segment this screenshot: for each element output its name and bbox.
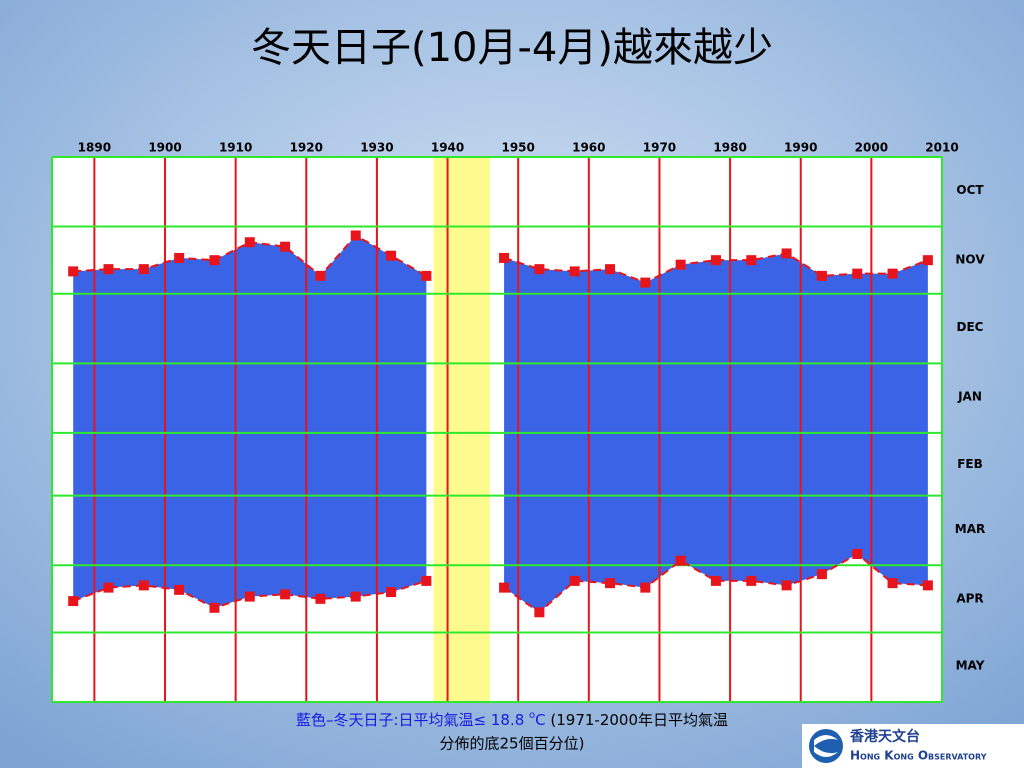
series-marker	[499, 582, 510, 593]
x-tick-label: 1980	[713, 141, 746, 155]
series-marker	[209, 602, 220, 613]
series-marker	[138, 264, 149, 275]
y-tick-label: MAY	[956, 659, 985, 673]
series-marker	[605, 264, 616, 275]
chart-title: 冬天日子(10月-4月)越來越少	[251, 25, 773, 71]
caption-line-2: 分佈的底25個百分位)	[440, 735, 585, 753]
highlight-band	[433, 157, 490, 702]
series-marker	[103, 264, 114, 275]
series-marker	[710, 575, 721, 586]
series-marker	[816, 569, 827, 580]
series-marker	[746, 255, 757, 266]
series-marker	[887, 578, 898, 589]
series-marker	[640, 582, 651, 593]
y-tick-label: OCT	[956, 183, 984, 197]
series-marker	[280, 241, 291, 252]
series-marker	[852, 548, 863, 559]
series-marker	[922, 580, 933, 591]
caption-part: o	[529, 710, 535, 721]
series-marker	[534, 607, 545, 618]
x-tick-label: 1970	[643, 141, 676, 155]
series-marker	[280, 589, 291, 600]
series-marker	[174, 584, 185, 595]
series-marker	[174, 252, 185, 263]
series-marker	[244, 237, 255, 248]
logo-swirl	[814, 735, 838, 757]
winter-area	[73, 235, 427, 608]
series-marker	[781, 580, 792, 591]
series-marker	[68, 266, 79, 277]
series-marker	[209, 255, 220, 266]
y-tick-label: MAR	[955, 522, 985, 536]
series-marker	[315, 270, 326, 281]
series-marker	[499, 252, 510, 263]
series-marker	[534, 264, 545, 275]
x-tick-label: 1950	[501, 141, 534, 155]
y-tick-label: NOV	[955, 253, 985, 267]
caption-line-1: 藍色–冬天日子:日平均氣温≤ 18.8 oC (1971-2000年日平均氣温	[296, 710, 728, 729]
x-tick-label: 1890	[78, 141, 111, 155]
series-marker	[640, 277, 651, 288]
logo: 香港天文台 Hong Kong Observatory	[802, 724, 1024, 768]
logo-zh: 香港天文台	[849, 728, 920, 745]
series-marker	[350, 591, 361, 602]
x-tick-label: 1960	[572, 141, 605, 155]
series-marker	[103, 582, 114, 593]
series-marker	[675, 555, 686, 566]
series-marker	[421, 270, 432, 281]
x-tick-label: 1930	[360, 141, 393, 155]
plot: 1890 1900 1910 1920 1930 1940 1950 1960 1970 1980…	[51, 141, 985, 703]
x-tick-label: 1940	[431, 141, 464, 155]
series-marker	[746, 575, 757, 586]
logo-icon	[809, 729, 843, 763]
x-tick-label: 2000	[855, 141, 888, 155]
series-marker	[781, 248, 792, 259]
series-marker	[68, 596, 79, 607]
series-marker	[710, 255, 721, 266]
x-tick-label: 1900	[148, 141, 181, 155]
series-marker	[569, 266, 580, 277]
series-marker	[887, 268, 898, 279]
y-tick-label: JAN	[957, 389, 982, 403]
series-marker	[421, 575, 432, 586]
y-tick-label: FEB	[957, 457, 983, 471]
x-tick-label: 1990	[784, 141, 817, 155]
caption-part: C	[535, 711, 545, 729]
y-tick-label: APR	[956, 591, 983, 605]
caption-part: 藍色–冬天日子:日平均氣温≤ 18.8	[296, 711, 529, 729]
series-marker	[605, 578, 616, 589]
series-marker	[675, 259, 686, 270]
series-marker	[386, 587, 397, 598]
series-marker	[386, 250, 397, 261]
series-marker	[816, 270, 827, 281]
series-marker	[315, 593, 326, 604]
series-marker	[244, 591, 255, 602]
series-marker	[569, 575, 580, 586]
x-tick-label: 1920	[290, 141, 323, 155]
x-tick-label: 2010	[925, 141, 958, 155]
series-marker	[138, 580, 149, 591]
logo-en: Hong Kong Observatory	[850, 749, 987, 763]
series-marker	[852, 268, 863, 279]
caption-part: (1971-2000年日平均氣温	[546, 711, 728, 729]
x-tick-label: 1910	[219, 141, 252, 155]
series-marker	[350, 230, 361, 241]
y-tick-label: DEC	[957, 320, 984, 334]
series-marker	[922, 255, 933, 266]
